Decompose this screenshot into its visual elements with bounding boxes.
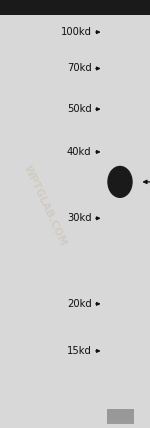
Bar <box>106 412 134 419</box>
Bar <box>106 413 134 421</box>
Bar <box>106 412 134 419</box>
Bar <box>106 411 134 418</box>
Bar <box>106 415 134 422</box>
Bar <box>106 416 134 423</box>
Bar <box>106 414 134 422</box>
Bar <box>106 410 134 418</box>
Bar <box>106 416 134 424</box>
Bar <box>106 411 134 418</box>
Bar <box>106 415 134 422</box>
Text: 70kd: 70kd <box>67 63 92 74</box>
Bar <box>106 410 134 418</box>
Bar <box>106 413 134 421</box>
Bar <box>106 413 134 421</box>
Bar <box>106 411 134 419</box>
Bar <box>106 414 134 422</box>
Bar <box>106 415 134 422</box>
Bar <box>106 413 134 420</box>
Bar <box>106 411 134 419</box>
Bar <box>106 416 134 423</box>
Text: 100kd: 100kd <box>60 27 92 37</box>
Bar <box>106 414 134 421</box>
Bar <box>106 412 134 419</box>
Bar <box>106 412 134 419</box>
Text: 30kd: 30kd <box>67 213 92 223</box>
Bar <box>106 410 134 417</box>
Bar <box>106 416 134 424</box>
Bar <box>106 410 134 417</box>
Bar <box>106 411 134 419</box>
Bar <box>0 0 150 15</box>
Bar <box>106 415 134 422</box>
Bar <box>106 414 134 421</box>
Bar <box>106 416 134 423</box>
Bar <box>106 410 134 418</box>
Bar <box>106 413 134 420</box>
Bar <box>106 410 134 417</box>
Bar <box>106 410 134 417</box>
Bar <box>106 412 134 419</box>
Bar <box>106 411 134 419</box>
Bar <box>106 412 134 419</box>
Bar <box>106 411 134 418</box>
Text: 50kd: 50kd <box>67 104 92 114</box>
Bar <box>106 413 134 420</box>
Bar <box>106 412 134 420</box>
Bar <box>106 415 134 423</box>
Bar <box>106 414 134 422</box>
Bar <box>106 413 134 420</box>
Text: 15kd: 15kd <box>67 346 92 356</box>
Bar <box>106 410 134 417</box>
Bar <box>106 412 134 419</box>
Bar <box>106 415 134 422</box>
Bar <box>106 410 134 417</box>
Bar <box>106 416 134 423</box>
Ellipse shape <box>108 166 132 197</box>
Bar <box>106 413 134 420</box>
Bar <box>106 416 134 423</box>
Bar <box>106 414 134 422</box>
Bar <box>106 415 134 423</box>
Bar <box>106 410 134 418</box>
Bar <box>106 413 134 421</box>
Bar <box>106 410 134 418</box>
Bar <box>106 415 134 422</box>
Text: WPTGLAB.COM: WPTGLAB.COM <box>22 163 68 247</box>
Text: 40kd: 40kd <box>67 147 92 157</box>
Text: 20kd: 20kd <box>67 299 92 309</box>
Bar <box>106 416 134 423</box>
Bar <box>106 414 134 422</box>
Bar <box>106 413 134 421</box>
Bar <box>106 413 134 420</box>
